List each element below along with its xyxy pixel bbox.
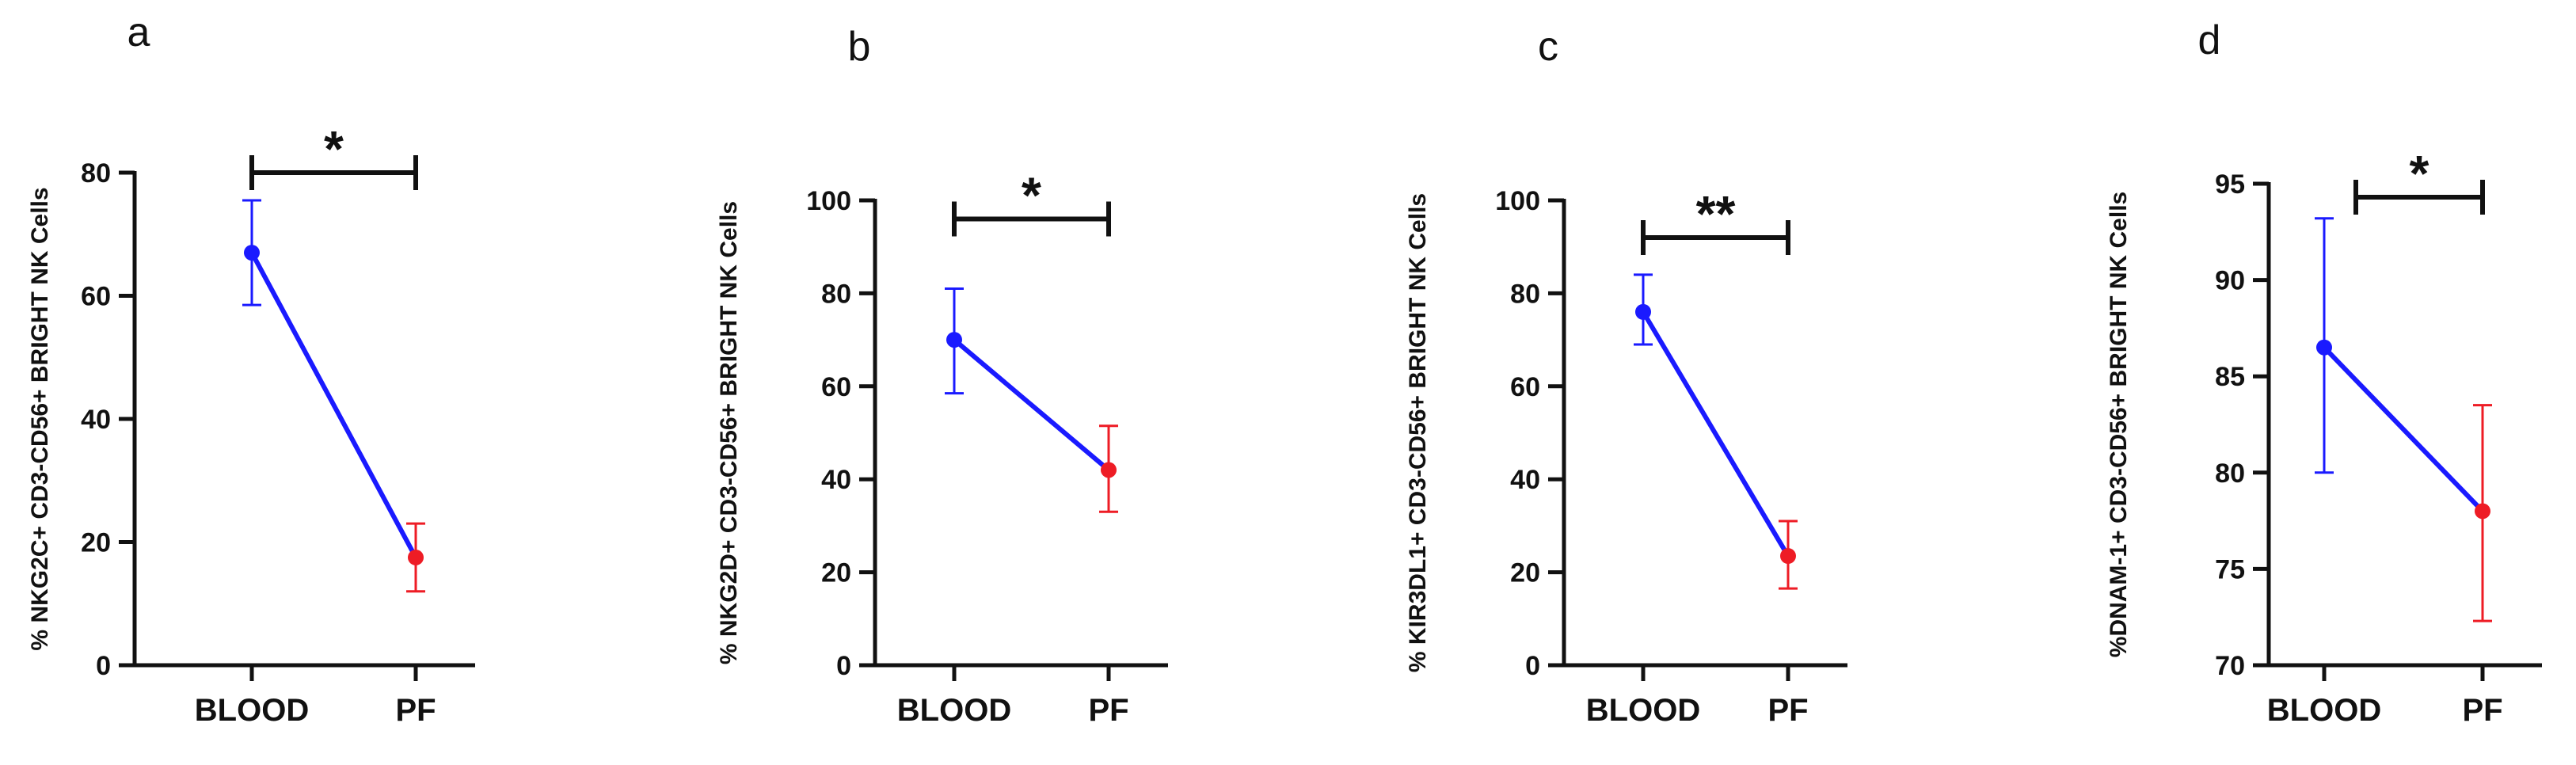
y-tick-label: 100 bbox=[1495, 186, 1540, 216]
category-label-pf: PF bbox=[1088, 693, 1128, 728]
category-label-pf: PF bbox=[395, 693, 436, 728]
significance-label: * bbox=[2410, 145, 2430, 202]
significance-label: * bbox=[324, 120, 344, 177]
y-tick-label: 60 bbox=[1510, 372, 1540, 402]
series-line bbox=[1641, 310, 1790, 558]
y-tick-label: 75 bbox=[2215, 554, 2245, 584]
panel-a: a % NKG2C+ CD3-CD56+ BRIGHT NK Cells 0 20 40… bbox=[27, 10, 475, 728]
y-tick-label: 95 bbox=[2215, 169, 2245, 200]
significance-label: ** bbox=[1696, 185, 1736, 242]
y-tick-label: 40 bbox=[81, 405, 111, 435]
data-point-pf bbox=[2475, 503, 2490, 520]
category-label-blood: BLOOD bbox=[1586, 693, 1700, 728]
data-point-blood bbox=[946, 332, 962, 348]
panel-letter: b bbox=[848, 24, 871, 70]
data-point-blood bbox=[2316, 339, 2332, 356]
y-tick-label: 40 bbox=[1510, 465, 1540, 495]
data-point-blood bbox=[244, 245, 260, 261]
y-tick-label: 80 bbox=[1510, 279, 1540, 309]
y-tick-label: 40 bbox=[821, 465, 851, 495]
y-tick-label: 70 bbox=[2215, 651, 2245, 681]
significance-label: * bbox=[1022, 166, 1041, 223]
panel-letter: a bbox=[127, 10, 150, 55]
y-tick-label: 80 bbox=[81, 158, 111, 188]
y-axis-label: % KIR3DL1+ CD3-CD56+ BRIGHT NK Cells bbox=[1405, 193, 1431, 672]
y-tick-label: 20 bbox=[1510, 558, 1540, 588]
data-point-pf bbox=[1101, 462, 1117, 478]
y-tick-label: 20 bbox=[821, 558, 851, 588]
y-tick-label: 0 bbox=[1525, 651, 1540, 681]
panel-b: b % NKG2D+ CD3-CD56+ BRIGHT NK Cells 0 20 40… bbox=[716, 24, 1168, 728]
y-tick-label: 90 bbox=[2215, 266, 2245, 296]
series-line bbox=[249, 251, 418, 559]
panel-d: d %DNAM-1+ CD3-CD56+ BRIGHT NK Cells 70 75 8… bbox=[2106, 17, 2542, 728]
panel-c: c % KIR3DL1+ CD3-CD56+ BRIGHT NK Cells 0 20… bbox=[1405, 24, 1847, 728]
y-tick-label: 80 bbox=[2215, 459, 2245, 489]
y-tick-label: 85 bbox=[2215, 362, 2245, 392]
series-line bbox=[2322, 345, 2485, 513]
series-line bbox=[953, 337, 1110, 472]
y-axis-label: % NKG2D+ CD3-CD56+ BRIGHT NK Cells bbox=[716, 201, 742, 664]
category-label-pf: PF bbox=[2462, 693, 2502, 728]
panel-letter: d bbox=[2198, 17, 2221, 63]
y-tick-label: 20 bbox=[81, 528, 111, 558]
category-label-blood: BLOOD bbox=[2267, 693, 2381, 728]
y-axis-label: %DNAM-1+ CD3-CD56+ BRIGHT NK Cells bbox=[2106, 192, 2132, 657]
y-tick-label: 60 bbox=[821, 372, 851, 402]
y-tick-label: 80 bbox=[821, 279, 851, 309]
y-tick-label: 0 bbox=[836, 651, 851, 681]
data-point-blood bbox=[1635, 303, 1651, 320]
data-point-pf bbox=[1780, 548, 1796, 565]
y-tick-label: 0 bbox=[96, 651, 111, 681]
panel-letter: c bbox=[1538, 24, 1558, 70]
data-point-pf bbox=[408, 549, 424, 565]
category-label-blood: BLOOD bbox=[195, 693, 309, 728]
category-label-blood: BLOOD bbox=[897, 693, 1011, 728]
category-label-pf: PF bbox=[1767, 693, 1808, 728]
y-axis-label: % NKG2C+ CD3-CD56+ BRIGHT NK Cells bbox=[27, 187, 53, 650]
y-tick-label: 60 bbox=[81, 282, 111, 312]
y-tick-label: 100 bbox=[806, 186, 851, 216]
